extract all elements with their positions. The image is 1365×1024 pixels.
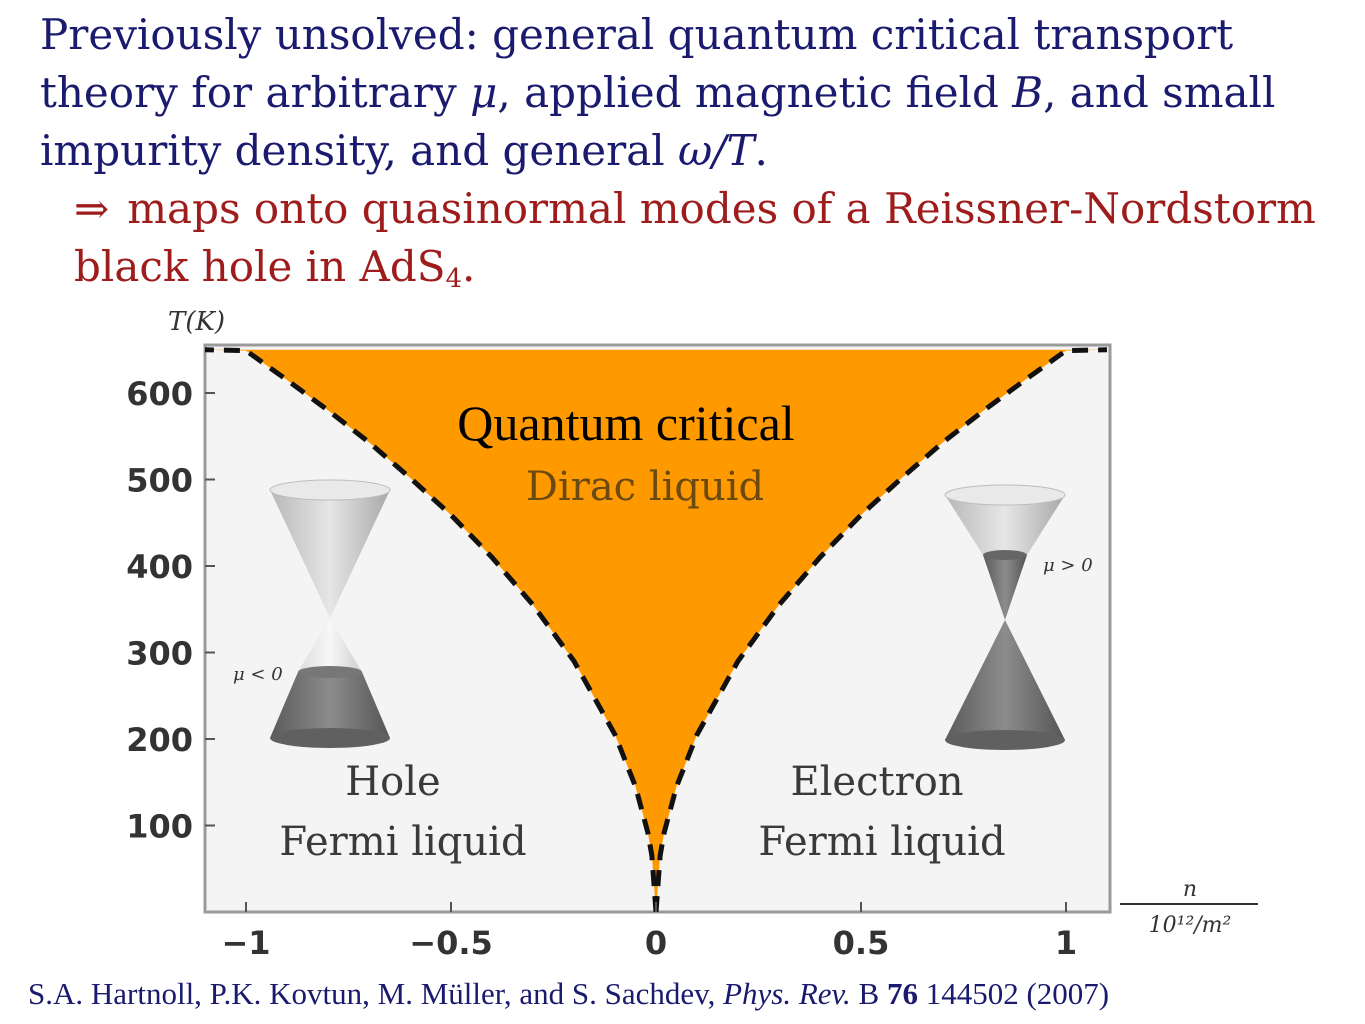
electron-fermi-liquid-label: Fermi liquid (758, 819, 1005, 865)
x-tick-label: −0.5 (409, 924, 493, 962)
implication-line-2: black hole in AdS4. (74, 242, 476, 294)
x-axis-label-numerator: n (1183, 877, 1197, 902)
y-tick-label: 200 (126, 721, 193, 759)
x-axis-ticks: −1 −0.5 0 0.5 1 (221, 902, 1077, 962)
implication-line-1: ⇒ maps onto quasinormal modes of a Reissn… (74, 184, 1316, 233)
x-axis-label-denominator: 10¹²/m² (1149, 913, 1232, 938)
x-tick-label: −1 (221, 924, 270, 962)
y-axis-label: T(K) (168, 307, 225, 337)
y-tick-label: 100 (126, 808, 193, 846)
x-tick-label: 0 (645, 924, 667, 962)
slide-text: Previously unsolved: general quantum cri… (40, 6, 1340, 308)
y-tick-label: 300 (126, 635, 193, 673)
y-axis-ticks: 100 200 300 400 500 600 (126, 375, 215, 846)
crossover-boundary-left (204, 347, 659, 913)
citation: S.A. Hartnoll, P.K. Kovtun, M. Müller, a… (28, 976, 1110, 1011)
dirac-liquid-label: Dirac liquid (526, 464, 764, 510)
electron-label: Electron (790, 759, 963, 805)
y-tick-label: 500 (126, 462, 193, 500)
heading-line-1: Previously unsolved: general quantum cri… (40, 10, 1234, 59)
crossover-boundary-right (653, 347, 1108, 913)
y-tick-label: 400 (126, 548, 193, 586)
x-tick-label: 1 (1055, 924, 1077, 962)
heading-line-3: impurity density, and general ω/T. (40, 126, 768, 175)
quantum-critical-region (205, 349, 1107, 912)
hole-label: Hole (345, 759, 440, 805)
hole-fermi-liquid-label: Fermi liquid (279, 819, 526, 865)
implies-arrow: ⇒ (74, 184, 110, 233)
heading-line-2: theory for arbitrary μ, applied magnetic… (40, 68, 1276, 117)
cone-label-left: μ < 0 (233, 664, 283, 685)
quantum-critical-label: Quantum critical (457, 395, 794, 451)
y-tick-label: 600 (126, 375, 193, 413)
cone-label-right: μ > 0 (1043, 555, 1093, 576)
electron-dirac-cone-icon (944, 484, 1066, 750)
hole-dirac-cone-icon (269, 479, 391, 748)
x-tick-label: 0.5 (833, 924, 890, 962)
phase-diagram-chart: 100 200 300 400 500 600 −1 −0.5 0 0.5 1 T(K) n 10… (126, 307, 1258, 962)
